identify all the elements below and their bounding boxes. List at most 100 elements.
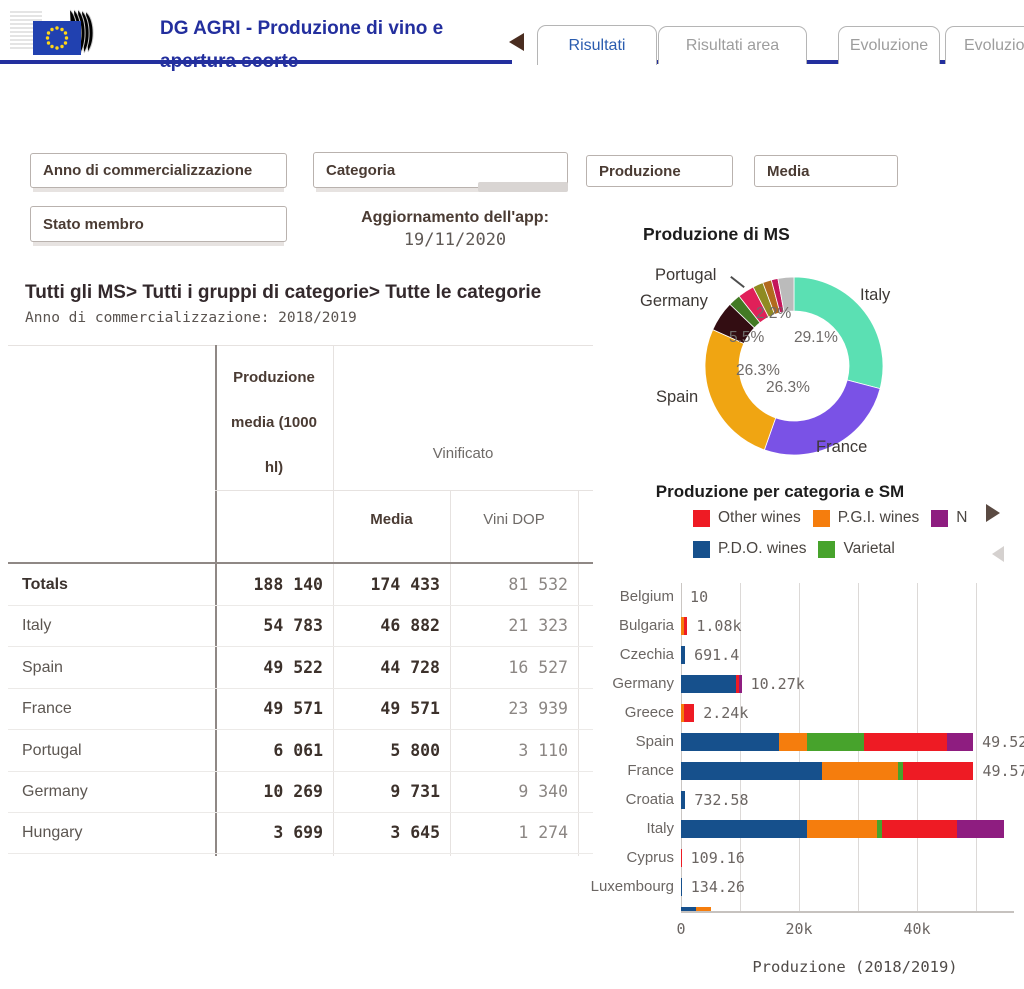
table-cell-produzione-media: 6 061 [273, 740, 323, 760]
table-gridline [333, 345, 334, 856]
bar-bulgaria [681, 617, 688, 635]
legend-item-other[interactable]: Other wines [693, 509, 801, 527]
table-gridline [450, 490, 451, 856]
legend-label: Varietal [843, 540, 895, 557]
table-cell-produzione-media: 10 269 [263, 782, 323, 801]
bar-segment-varietal[interactable] [898, 762, 904, 780]
bar-greece [681, 704, 695, 722]
button-media[interactable]: Media [754, 155, 898, 187]
header-line: hl) [264, 459, 284, 476]
tab-evoluzione[interactable]: Evoluzione [838, 26, 940, 64]
legend-swatch-pdo [693, 540, 710, 558]
bar-segment-other[interactable] [864, 733, 948, 751]
table-cell-media: 3 645 [390, 823, 440, 843]
bar-segment-pdo[interactable] [681, 675, 737, 693]
legend-label: P.G.I. wines [837, 509, 920, 526]
column-header-produzione-media[interactable]: Produzione media (1000 hl) [215, 355, 333, 490]
column-header-media[interactable]: Media [370, 511, 413, 528]
table-row-spain[interactable]: Spain 49 522 44 728 16 527 [8, 647, 593, 689]
bar-value-label: 49.57 [982, 762, 1024, 780]
bar-value-label: 10 [690, 588, 709, 606]
x-axis-line [681, 911, 1014, 913]
bar-czechia [681, 646, 686, 664]
app-title: DG AGRI - Produzione di vino e apertura … [160, 12, 520, 78]
bar-segment-pdo[interactable] [681, 878, 682, 896]
bar-segment-varietal[interactable] [806, 733, 865, 751]
header-line: media (1000 [231, 414, 317, 431]
table-cell-media: 174 433 [370, 575, 440, 594]
tab-risultati[interactable]: Risultati [537, 25, 657, 65]
bar-partial [681, 907, 712, 912]
tab-risultati-area[interactable]: Risultati area [658, 26, 807, 64]
bar-category-label-spain: Spain [635, 733, 674, 750]
bar-segment-other[interactable] [681, 849, 682, 867]
legend-swatch-pgi [812, 509, 830, 527]
bar-segment-pgi[interactable] [681, 704, 684, 722]
legend-item-pdo[interactable]: P.D.O. wines [693, 540, 806, 558]
column-header-vini-dop[interactable]: Vini DOP [483, 511, 545, 528]
pie-pct-label: 26.3% [736, 362, 780, 379]
table-row-portugal[interactable]: Portugal 6 061 5 800 3 110 [8, 730, 593, 772]
filter-anno-di-commercializzazione[interactable]: Anno di commercializzazione [30, 153, 287, 188]
bar-segment-extra[interactable] [956, 820, 1005, 838]
bar-value-label: 691.4 [694, 646, 740, 664]
app-update-label: Aggiornamento dell'app: [361, 209, 549, 226]
table-cell-produzione-media: 188 140 [253, 575, 323, 594]
bar-segment-pdo[interactable] [681, 820, 807, 838]
bar-cyprus [681, 849, 682, 867]
column-group-header-vinificato[interactable]: Vinificato [432, 445, 494, 462]
legend-swatch-extra [931, 509, 949, 527]
pie-label-spain: Spain [656, 388, 699, 406]
table-row-germany[interactable]: Germany 10 269 9 731 9 340 [8, 771, 593, 813]
table-cell-vini-dop: 21 323 [508, 616, 568, 636]
bar-category-label-italy: Italy [646, 820, 674, 837]
bar-segment-pdo[interactable] [681, 907, 696, 912]
bar-segment-pdo[interactable] [681, 791, 686, 809]
bar-segment-other[interactable] [903, 762, 974, 780]
pie-slice-other-9[interactable] [777, 276, 795, 313]
bar-value-label: 49.52 [982, 733, 1024, 751]
x-axis-title: Produzione (2018/2019) [752, 958, 958, 976]
table-cell-name: Totals [22, 576, 68, 593]
tab-scroll-left-icon[interactable] [509, 33, 524, 51]
bar-segment-varietal[interactable] [877, 820, 883, 838]
bar-segment-extra[interactable] [738, 675, 742, 693]
bar-segment-pgi[interactable] [681, 617, 685, 635]
bar-segment-extra[interactable] [947, 733, 974, 751]
bar-category-label-bulgaria: Bulgaria [618, 617, 674, 634]
table-cell-media: 44 728 [380, 657, 440, 677]
filter-categoria-scroll-strip [478, 182, 568, 192]
legend-item-varietal[interactable]: Varietal [818, 540, 895, 558]
breadcrumb-subtitle: Anno di commercializzazione: 2018/2019 [25, 310, 357, 326]
filter-stato-membro[interactable]: Stato membro [30, 206, 287, 242]
bar-chart-plot: Belgium 10 Bulgaria 1.08k Czechia 691.4 German… [0, 583, 1024, 912]
table-row-totals[interactable]: Totals 188 140 174 433 81 532 [8, 564, 593, 606]
bar-segment-pgi[interactable] [695, 907, 712, 912]
bar-segment-pgi[interactable] [778, 733, 807, 751]
bar-category-label-france: France [627, 762, 674, 779]
bar-segment-pdo[interactable] [681, 646, 686, 664]
button-produzione[interactable]: Produzione [586, 155, 733, 187]
bar-segment-pdo[interactable] [681, 762, 823, 780]
legend-prev-icon[interactable] [992, 546, 1004, 562]
legend-item-extra[interactable]: N [931, 509, 967, 527]
bar-segment-other[interactable] [882, 820, 957, 838]
legend-next-icon[interactable] [986, 504, 1000, 522]
bar-segment-pdo[interactable] [681, 733, 779, 751]
bar-segment-other[interactable] [683, 704, 695, 722]
bar-segment-other[interactable] [684, 617, 688, 635]
table-row-france[interactable]: France 49 571 49 571 23 939 [8, 688, 593, 731]
bar-segment-pgi[interactable] [822, 762, 899, 780]
bar-segment-pgi[interactable] [806, 820, 877, 838]
bar-segment-other[interactable] [736, 675, 739, 693]
table-border [8, 345, 593, 346]
bar-spain [681, 733, 974, 751]
bar-category-label-croatia: Croatia [625, 791, 674, 808]
filter-categoria[interactable]: Categoria [313, 152, 568, 188]
table-row-hungary[interactable]: Hungary 3 699 3 645 1 274 [8, 812, 593, 855]
pie-pct-label: 26.3% [766, 379, 810, 396]
table-row-italy[interactable]: Italy 54 783 46 882 21 323 [8, 605, 593, 648]
tab-evoluzione-2[interactable]: Evoluzio [945, 26, 1024, 64]
legend-item-pgi[interactable]: P.G.I. wines [812, 509, 920, 527]
